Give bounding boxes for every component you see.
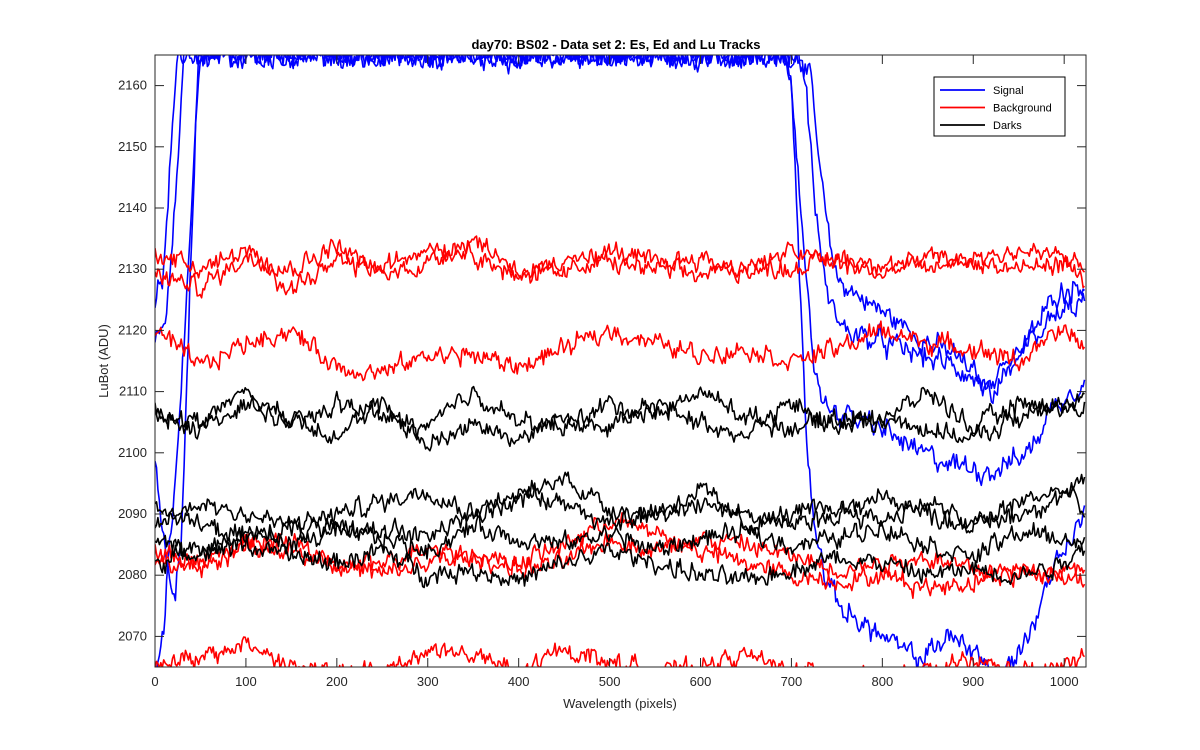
x-tick-label: 600 xyxy=(690,674,712,689)
legend-box xyxy=(933,76,1066,137)
series-line-background-5 xyxy=(155,235,1086,299)
x-tick-label: 400 xyxy=(508,674,530,689)
x-tick-label: 100 xyxy=(235,674,257,689)
y-axis-label: LuBot (ADU) xyxy=(96,324,111,398)
series-line-darks-12 xyxy=(155,473,1086,544)
x-axis-label: Wavelength (pixels) xyxy=(563,696,677,711)
y-tick-label: 2140 xyxy=(118,200,147,215)
series-line-darks-13 xyxy=(155,471,1086,536)
series-line-signal-3 xyxy=(156,55,1086,667)
legend-label-darks: Darks xyxy=(993,120,1022,132)
legend: Signal Background Darks xyxy=(933,76,1066,137)
series-line-background-6 xyxy=(155,320,1086,382)
series-line-background-9 xyxy=(155,636,1086,667)
x-tick-label: 0 xyxy=(151,674,158,689)
y-tick-label: 2110 xyxy=(119,384,147,399)
y-tick-label: 2160 xyxy=(118,78,147,93)
series-line-darks-14 xyxy=(155,515,1086,564)
chart-title: day70: BS02 - Data set 2: Es, Ed and Lu … xyxy=(471,37,760,52)
y-tick-label: 2080 xyxy=(118,567,147,582)
y-tick-label: 2120 xyxy=(118,322,147,337)
y-tick-label: 2150 xyxy=(118,139,147,154)
y-tick-label: 2100 xyxy=(118,445,147,460)
series-layer xyxy=(155,55,1086,667)
axes-box xyxy=(154,54,1087,668)
series-line-darks-10 xyxy=(155,385,1085,441)
x-tick-label: 700 xyxy=(781,674,803,689)
series-line-background-7 xyxy=(155,531,1086,588)
x-tick-label: 1000 xyxy=(1050,674,1079,689)
legend-label-signal: Signal xyxy=(993,85,1024,97)
x-tick-label: 200 xyxy=(326,674,348,689)
y-tick-label: 2090 xyxy=(118,506,147,521)
x-tick-label: 300 xyxy=(417,674,439,689)
series-line-darks-15 xyxy=(155,533,1086,589)
x-tick-label: 800 xyxy=(871,674,893,689)
x-tick-label: 900 xyxy=(962,674,984,689)
x-tick-label: 500 xyxy=(599,674,621,689)
y-tick-label: 2070 xyxy=(118,628,147,643)
axes-layer: 0 100 200 300 400 500 600 700 800 900 1000 2070 2080… xyxy=(118,54,1087,689)
y-tick-label: 2130 xyxy=(118,261,147,276)
series-line-darks-11 xyxy=(155,395,1086,452)
series-line-background-4 xyxy=(155,240,1086,296)
legend-label-background: Background xyxy=(993,103,1052,115)
